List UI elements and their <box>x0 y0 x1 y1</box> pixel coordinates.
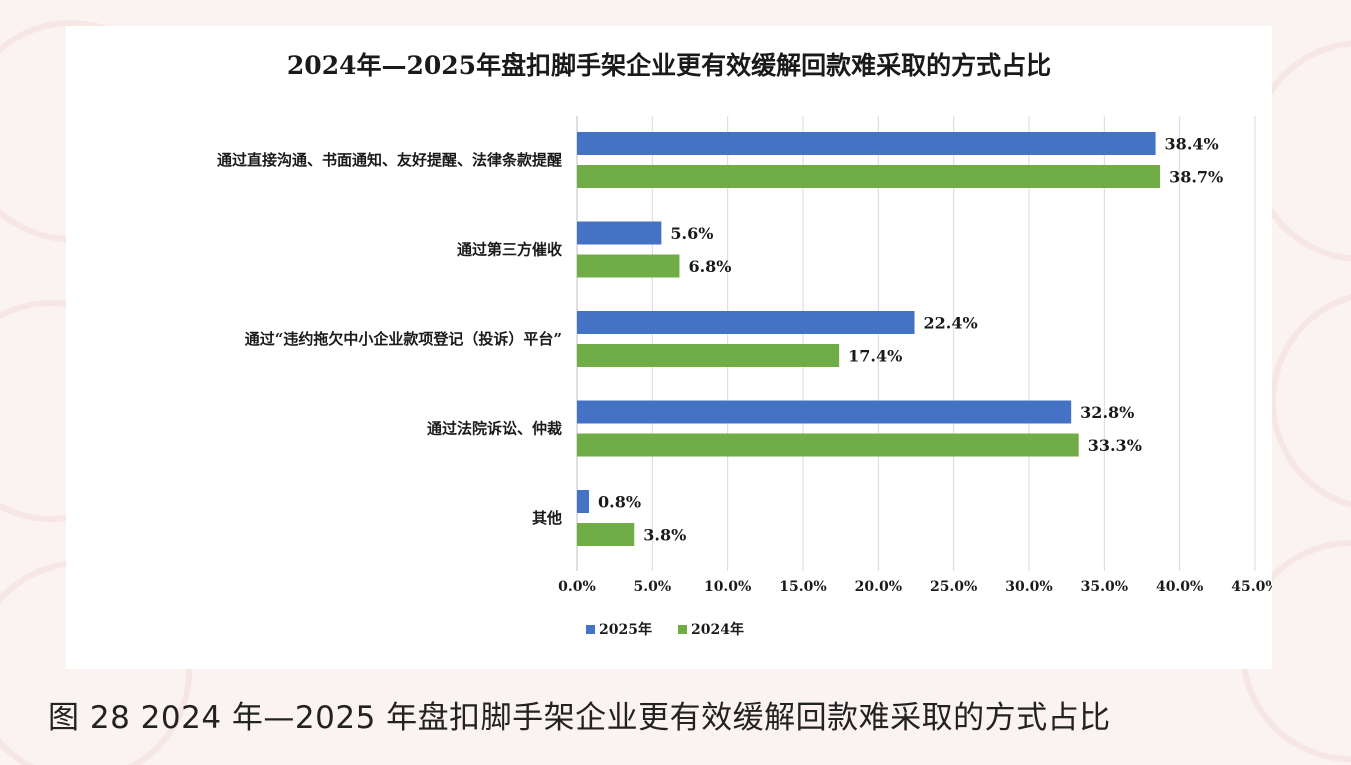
bar-2025 <box>577 311 915 334</box>
data-label: 5.6% <box>670 224 713 243</box>
data-label: 17.4% <box>848 347 902 366</box>
bar-2025 <box>577 400 1072 424</box>
bar-2024 <box>577 433 1079 457</box>
chart-title: 2024年—2025年盘扣脚手架企业更有效缓解回款难采取的方式占比 <box>287 51 1051 80</box>
legend-swatch <box>678 625 687 634</box>
x-tick-label: 20.0% <box>855 579 902 595</box>
bar-2025 <box>577 490 590 513</box>
bar-2025 <box>577 221 662 245</box>
category-label: 通过第三方催收 <box>457 241 562 259</box>
bar-2024 <box>577 344 840 367</box>
value-labels: 38.4% 38.7% 5.6% 6.8% 22.4% 17.4% 32.8% 33.3% 0.… <box>598 135 1223 545</box>
legend-label: 2025年 <box>599 621 652 638</box>
x-tick-label: 45.0% <box>1231 579 1272 595</box>
category-labels: 通过直接沟通、书面通知、友好提醒、法律条款提醒通过第三方催收通过“违约拖欠中小企… <box>217 151 562 527</box>
bar-chart: 2024年—2025年盘扣脚手架企业更有效缓解回款难采取的方式占比 38.4%3… <box>217 51 1272 638</box>
data-label: 22.4% <box>923 314 977 333</box>
data-label: 33.3% <box>1088 436 1142 455</box>
figure-caption: 图 28 2024 年—2025 年盘扣脚手架企业更有效缓解回款难采取的方式占比 <box>48 700 1111 736</box>
data-label: 38.7% <box>1169 168 1223 187</box>
grid-lines <box>576 116 1256 571</box>
bar-2024 <box>577 254 680 278</box>
x-tick-label: 5.0% <box>633 579 671 595</box>
bars <box>577 132 1161 546</box>
data-label: 6.8% <box>688 257 731 276</box>
category-label: 通过“违约拖欠中小企业款项登记（投诉）平台” <box>245 330 562 348</box>
x-tick-label: 15.0% <box>779 579 826 595</box>
x-tick-labels: 0.0% 5.0% 10.0% 15.0% 20.0% 25.0% 30.0% 35.0% 40… <box>558 579 1272 595</box>
legend-label: 2024年 <box>691 621 744 638</box>
x-tick-label: 10.0% <box>704 579 751 595</box>
chart-card: 2024年—2025年盘扣脚手架企业更有效缓解回款难采取的方式占比 38.4% 3… <box>66 26 1272 669</box>
legend: 2025年 2024年 <box>586 621 744 638</box>
x-tick-label: 40.0% <box>1156 579 1203 595</box>
data-label: 38.4% <box>1165 135 1219 154</box>
category-label: 通过法院诉讼、仲裁 <box>427 420 562 438</box>
x-tick-label: 25.0% <box>930 579 977 595</box>
category-label: 其他 <box>532 509 562 527</box>
data-label: 0.8% <box>598 493 641 512</box>
bar-2024 <box>577 523 635 546</box>
legend-swatch <box>586 625 595 634</box>
category-label: 通过直接沟通、书面通知、友好提醒、法律条款提醒 <box>217 151 562 169</box>
x-tick-label: 35.0% <box>1081 579 1128 595</box>
bar-2025 <box>577 132 1156 155</box>
data-label: 32.8% <box>1080 403 1134 422</box>
x-tick-label: 30.0% <box>1005 579 1052 595</box>
x-tick-label: 0.0% <box>558 579 596 595</box>
data-label: 3.8% <box>643 526 686 545</box>
bar-2024 <box>577 165 1161 188</box>
